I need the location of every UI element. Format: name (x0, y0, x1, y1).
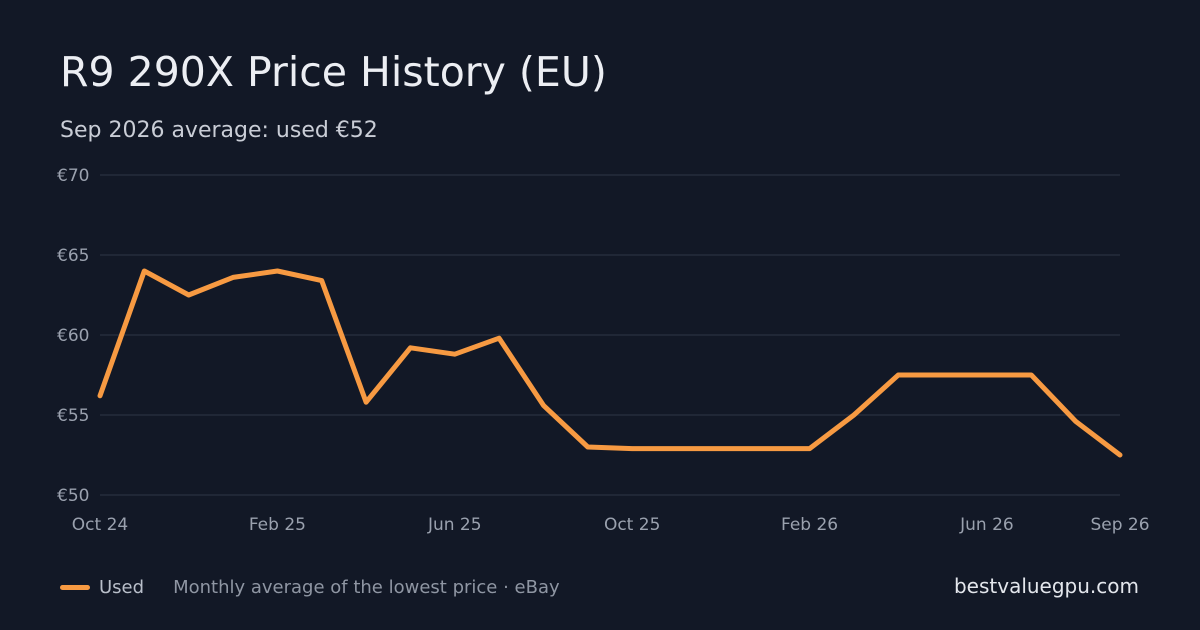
chart-title: R9 290X Price History (EU) (60, 48, 607, 96)
y-tick-label: €50 (57, 486, 89, 506)
brand-link[interactable]: bestvaluegpu.com (953, 574, 1139, 598)
x-axis-ticks: Oct 24 Feb 25 Jun 25 Oct 25 Feb 26 Jun 26 Sep … (72, 515, 1150, 535)
legend-label-used: Used (99, 576, 145, 598)
x-tick-label: Feb 26 (781, 515, 838, 535)
y-tick-label: €55 (57, 406, 89, 426)
y-tick-label: €70 (57, 166, 89, 186)
x-tick-label: Jun 25 (427, 515, 482, 535)
x-tick-label: Oct 25 (604, 515, 660, 535)
grid-lines (100, 174, 1120, 496)
x-tick-label: Oct 24 (72, 515, 128, 535)
y-axis-ticks: €70 €65 €60 €55 €50 (57, 166, 89, 506)
x-tick-label: Jun 26 (959, 515, 1014, 535)
y-tick-label: €60 (57, 326, 89, 346)
y-tick-label: €65 (57, 246, 89, 266)
chart-subtitle: Sep 2026 average: used €52 (60, 118, 378, 143)
legend: Used Monthly average of the lowest price… (60, 574, 560, 600)
x-tick-label: Feb 25 (249, 515, 306, 535)
series-line-used (97, 268, 1123, 458)
legend-source-note: Monthly average of the lowest price · eB… (173, 576, 560, 598)
legend-swatch-used (60, 584, 90, 590)
series-layer (97, 268, 1123, 458)
x-tick-label: Sep 26 (1090, 515, 1149, 535)
